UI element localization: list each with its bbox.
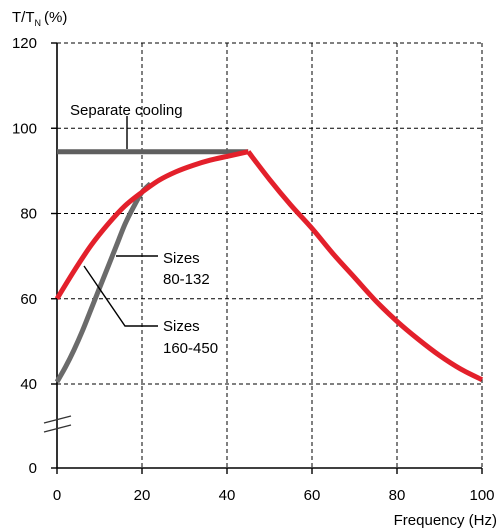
x-tick-label: 60 (304, 487, 321, 504)
annotation-sizes-80-132-line1: Sizes (163, 250, 200, 267)
y-axis-label: T/TN (%) (12, 9, 67, 28)
annotation-sizes-160-450: Sizes 160-450 (83, 265, 218, 357)
chart-axes (56, 43, 482, 469)
chart-grid (57, 42, 483, 468)
annotation-separate-cooling-text: Separate cooling (70, 102, 183, 119)
chart-ticks: 0 40 60 80 100 120 0 20 40 60 80 100 (12, 35, 495, 504)
x-tick-label: 20 (134, 487, 151, 504)
annotation-sizes-160-450-line1: Sizes (163, 318, 200, 335)
y-tick-label: 60 (20, 291, 37, 308)
annotation-sizes-80-132: Sizes 80-132 (116, 250, 210, 288)
y-tick-label: 80 (20, 206, 37, 223)
leader-line-sizes-160-450 (83, 265, 158, 327)
x-tick-label: 40 (219, 487, 236, 504)
y-tick-label: 0 (29, 460, 37, 477)
y-tick-label: 100 (12, 120, 37, 137)
series-sizes-160-450 (54, 181, 153, 384)
x-axis-label: Frequency (Hz) (394, 512, 497, 529)
x-tick-label: 0 (53, 487, 61, 504)
y-tick-label: 120 (12, 35, 37, 52)
y-axis-break-marker (43, 415, 72, 433)
annotation-separate-cooling: Separate cooling (70, 102, 183, 149)
y-tick-label: 40 (20, 376, 37, 393)
x-tick-label: 100 (469, 487, 494, 504)
x-tick-label: 80 (389, 487, 406, 504)
y-axis-label-subscript: N (35, 18, 42, 28)
chart-series (54, 149, 484, 384)
annotation-sizes-160-450-line2: 160-450 (163, 340, 218, 357)
series-sizes-80-132 (54, 149, 484, 382)
annotation-sizes-80-132-line2: 80-132 (163, 271, 210, 288)
